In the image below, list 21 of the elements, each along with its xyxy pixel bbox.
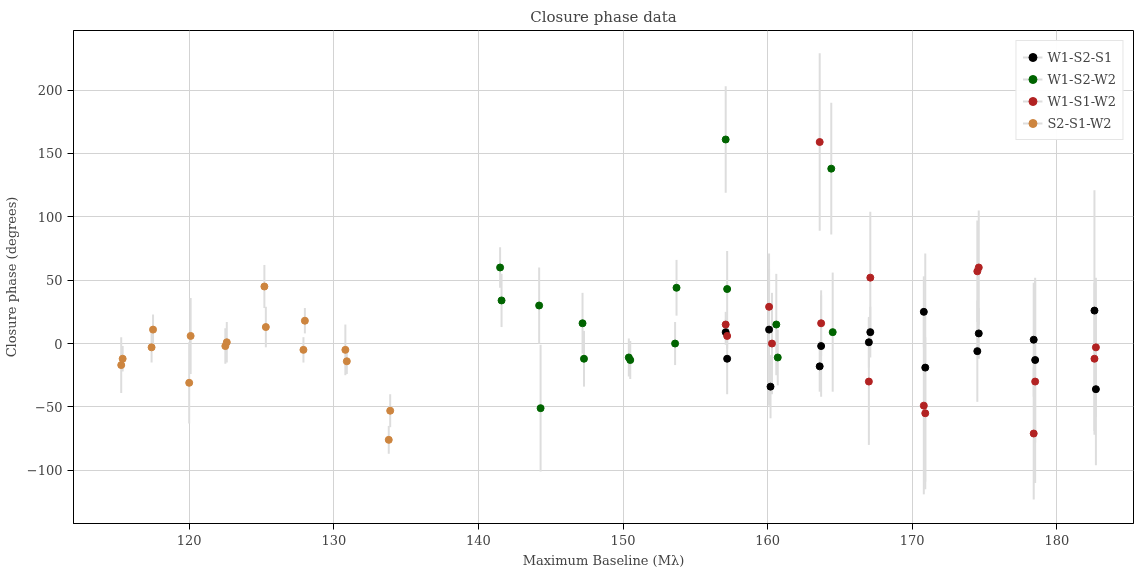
x-tick-label: 170 — [899, 532, 925, 548]
y-axis-title: Closure phase (degrees) — [3, 196, 19, 358]
x-tick-label: 140 — [466, 532, 491, 548]
legend-label: W1-S2-S1 — [1047, 49, 1113, 65]
y-tick-label: 0 — [54, 336, 63, 352]
y-tick-label: 50 — [45, 273, 63, 289]
legend-label: W1-S1-W2 — [1047, 93, 1116, 109]
x-tick-label: 130 — [321, 532, 347, 548]
x-tick-label: 180 — [1044, 532, 1070, 548]
x-tick-label: 120 — [176, 532, 202, 548]
chart-title: Closure phase data — [530, 7, 677, 26]
legend-label: W1-S2-W2 — [1047, 71, 1116, 87]
y-tick-label: 200 — [37, 83, 63, 99]
y-tick-label: 150 — [37, 146, 63, 162]
x-axis-title: Maximum Baseline (Mλ) — [522, 552, 685, 568]
x-tick-label: 150 — [610, 532, 636, 548]
x-tick-label: 160 — [755, 532, 781, 548]
y-tick-label: −50 — [35, 399, 63, 415]
y-tick-label: 100 — [37, 209, 63, 225]
y-tick-label: −100 — [26, 463, 63, 479]
legend-label: S2-S1-W2 — [1047, 115, 1112, 131]
